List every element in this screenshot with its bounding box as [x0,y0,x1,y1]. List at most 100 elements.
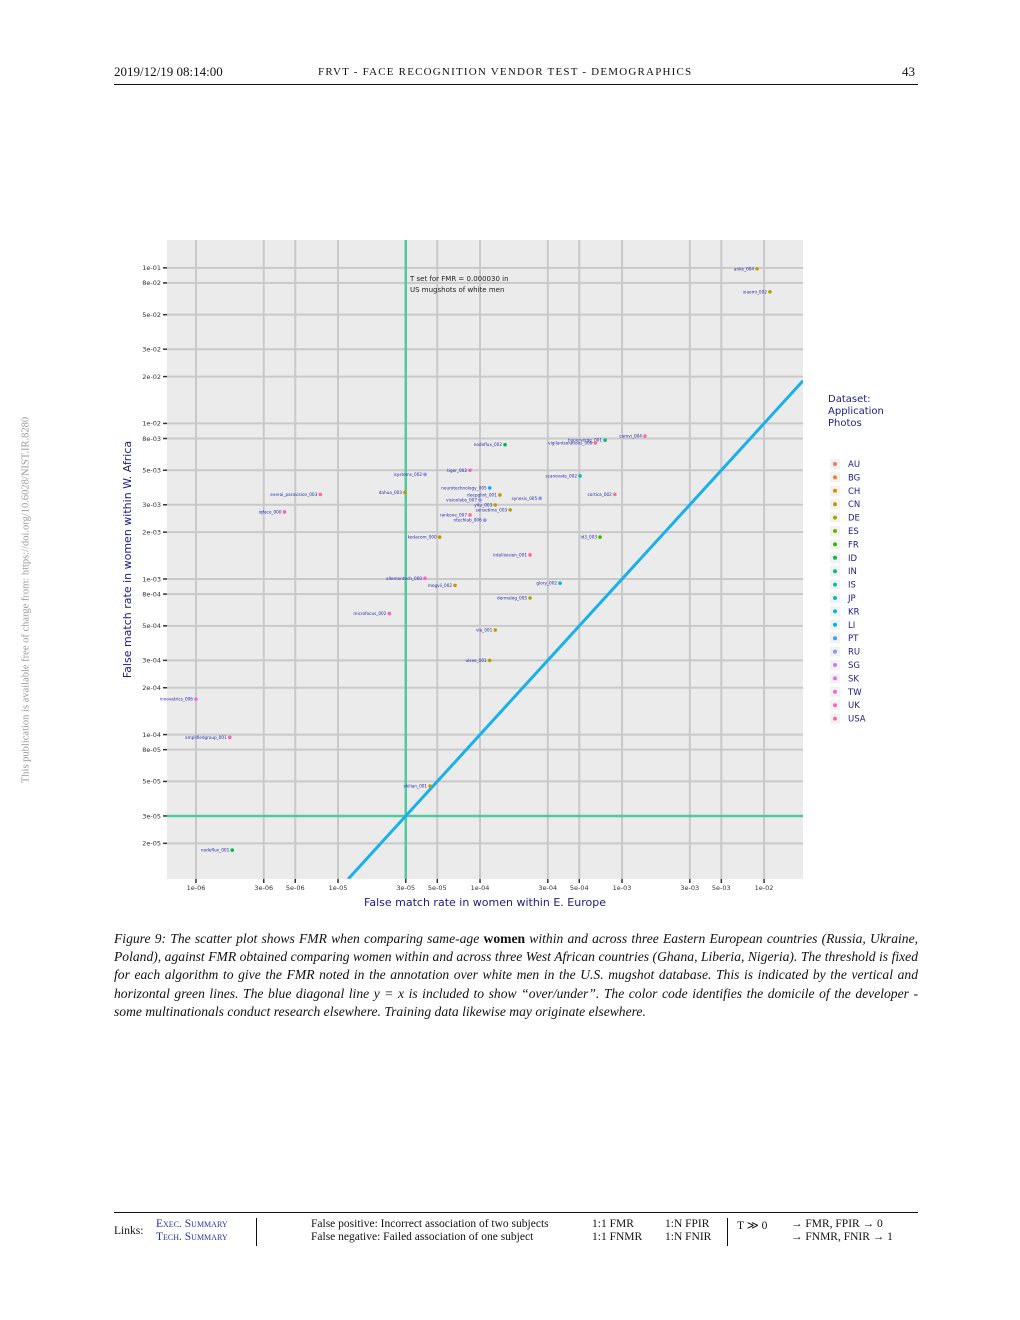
threshold-note: T ≫ 0 [737,1220,768,1232]
point [755,267,759,271]
limit: → FMR, FPIR → 0 [791,1218,883,1230]
y-tick-label: 5e-02 [142,311,161,319]
legend-marker [833,515,837,520]
metric: 1:N FNIR [665,1231,712,1243]
link[interactable]: Exec. Summary [156,1218,228,1230]
caption-bold: women [483,931,526,946]
annotation: US mugshots of white men [410,286,504,294]
point-label: camvi_004 [619,434,642,439]
legend-marker [833,622,837,627]
point [498,493,502,497]
x-tick-label: 1e-04 [471,884,490,892]
header-title: FRVT - FACE RECOGNITION VENDOR TEST - DE… [318,66,693,78]
caption-text: Figure 9: The scatter plot shows FMR whe… [114,931,484,946]
y-tick-label: 8e-04 [142,590,161,598]
annotation: T set for FMR = 0.000030 in [409,275,509,283]
point-label: microfocus_002 [353,611,386,616]
point-label: scanovate_002 [545,473,577,478]
legend-label: ES [848,527,859,537]
point-label: amplifiedgroup_001 [185,735,227,740]
point [453,583,457,588]
legend-marker [833,609,837,614]
y-tick-label: 2e-03 [142,528,161,536]
point [423,576,427,581]
header-page: 43 [902,64,915,79]
point-label: rankone_007 [440,512,467,517]
link[interactable]: Tech. Summary [156,1231,228,1243]
caption: Figure 9: The scatter plot shows FMR whe… [114,930,918,1021]
point-label: vigilantsolutions_006 [548,440,593,445]
y-tick-label: 5e-04 [142,622,161,630]
legend-marker [833,569,837,574]
point [437,535,442,539]
point [403,490,407,495]
x-tick-label: 3e-03 [680,884,699,892]
legend-label: USA [848,715,866,725]
y-tick-label: 1e-01 [142,264,161,272]
point [423,472,427,477]
x-tick-label: 3e-04 [538,884,557,892]
point-label: glory_002 [536,581,557,586]
point-label: hyperverge_001 [568,438,602,443]
legend-label: LI [848,621,855,631]
y-tick-label: 5e-03 [142,467,161,475]
point-label: ulsee_001 [465,658,487,663]
point [643,434,647,438]
point [194,697,198,701]
point-label: dahua_003 [379,490,403,495]
legend-label: SG [848,661,860,671]
limit: → FNMR, FNIR → 1 [791,1231,893,1243]
legend-marker [833,596,837,600]
legend-label: AU [848,460,860,470]
x-tick-label: 1e-02 [755,884,774,892]
metric: 1:1 FMR [592,1218,634,1230]
point-label: ntechlab_006 [453,518,482,523]
legend-label: FR [848,540,859,550]
point [528,596,532,600]
point [487,658,492,663]
point [503,442,507,447]
identity-line [347,379,803,879]
legend-marker [833,555,837,560]
x-tick-label: 5e-06 [286,884,305,892]
x-tick-label: 1e-03 [613,884,632,892]
legend-label: IN [848,567,857,577]
point [468,513,472,517]
point [598,535,602,539]
y-tick-label: 1e-04 [142,731,161,739]
legend-marker [833,636,837,641]
legend-marker [833,676,837,681]
x-tick-label: 5e-05 [428,884,447,892]
legend-title: Dataset: [828,394,871,405]
x-tick-label: 5e-03 [712,884,731,892]
legend-label: ID [848,554,858,564]
definition: False positive: Incorrect association of… [311,1218,549,1230]
point-label: iqface_000 [259,509,282,514]
point-label: nodeflux_001 [201,848,230,853]
metric: 1:N FPIR [665,1218,710,1230]
point [538,496,542,501]
legend-marker [833,663,837,667]
point [230,848,235,852]
point [482,518,487,522]
y-tick-label: 3e-05 [142,812,161,820]
point [468,468,472,473]
legend-marker [833,703,837,708]
caption-text: within and across three Eastern European… [114,931,919,1019]
point-label: cortica_002 [587,492,612,497]
point-label: intellivision_001 [493,552,527,557]
point-label: everai_paravision_003 [270,492,317,497]
y-tick-label: 2e-02 [142,373,161,381]
point-label: innovatrics_006 [160,697,194,702]
legend-label: CH [848,487,860,497]
point-label: anke_004 [734,266,754,271]
legend-label: TW [847,688,862,698]
y-axis-title: False match rate in women within W. Afri… [121,441,134,678]
plot-area [167,240,803,879]
y-tick-label: 2e-04 [142,684,161,692]
point-label: dermalog_005 [497,596,527,601]
footer-rule [114,1212,918,1213]
header-date: 2019/12/19 08:14:00 [114,64,223,79]
y-tick-label: 3e-04 [142,657,161,665]
legend-marker [833,542,837,547]
